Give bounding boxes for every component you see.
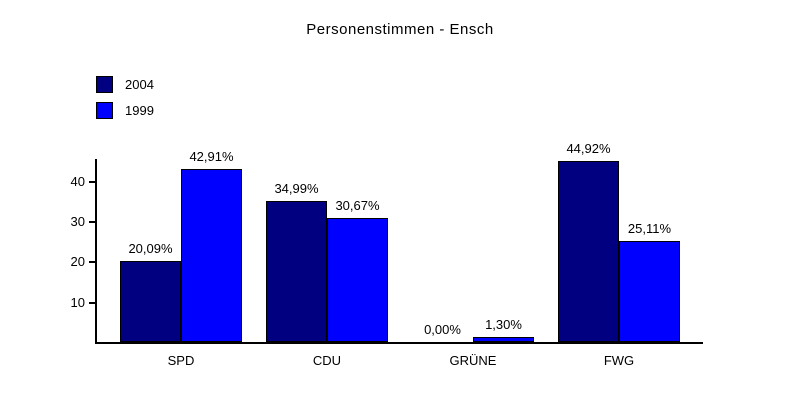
x-category-label-CDU: CDU [312, 353, 342, 368]
y-tick-label: 20 [70, 254, 85, 269]
y-axis-tick [89, 221, 95, 223]
bar-2004-FWG [558, 161, 619, 342]
value-label-2004-CDU: 34,99% [274, 181, 319, 196]
y-axis-tick [89, 302, 95, 304]
x-category-label-SPD: SPD [167, 353, 195, 368]
bar-1999-GRÜNE [473, 337, 534, 342]
y-axis-line [95, 159, 97, 344]
value-label-1999-FWG: 25,11% [627, 221, 672, 236]
bar-2004-CDU [266, 201, 327, 342]
x-category-label-GRÜNE: GRÜNE [449, 353, 497, 368]
chart-title: Personenstimmen - Ensch [306, 21, 494, 38]
bar-2004-SPD [120, 261, 181, 342]
value-label-2004-GRÜNE: 0,00% [424, 322, 461, 337]
y-axis-tick [89, 261, 95, 263]
y-tick-label: 40 [70, 174, 85, 189]
value-label-1999-CDU: 30,67% [335, 198, 380, 213]
legend-item-2004: 2004 [96, 75, 154, 93]
legend-swatch-2004-icon [96, 75, 113, 93]
value-label-2004-FWG: 44,92% [566, 141, 611, 156]
value-label-2004-SPD: 20,09% [128, 241, 173, 256]
value-label-1999-GRÜNE: 1,30% [485, 317, 522, 332]
y-axis-tick [89, 181, 95, 183]
y-tick-label: 10 [70, 295, 85, 310]
x-category-label-FWG: FWG [603, 353, 635, 368]
legend-label-1999: 1999 [125, 102, 154, 118]
bar-1999-FWG [619, 241, 680, 342]
value-label-1999-SPD: 42,91% [189, 149, 234, 164]
legend: 2004 1999 [96, 75, 154, 128]
legend-swatch-1999-icon [96, 101, 113, 119]
bar-1999-CDU [327, 218, 388, 342]
legend-item-1999: 1999 [96, 101, 154, 119]
x-axis-line [95, 342, 703, 344]
bar-1999-SPD [181, 169, 242, 342]
legend-label-2004: 2004 [125, 76, 154, 92]
y-tick-label: 30 [70, 214, 85, 229]
